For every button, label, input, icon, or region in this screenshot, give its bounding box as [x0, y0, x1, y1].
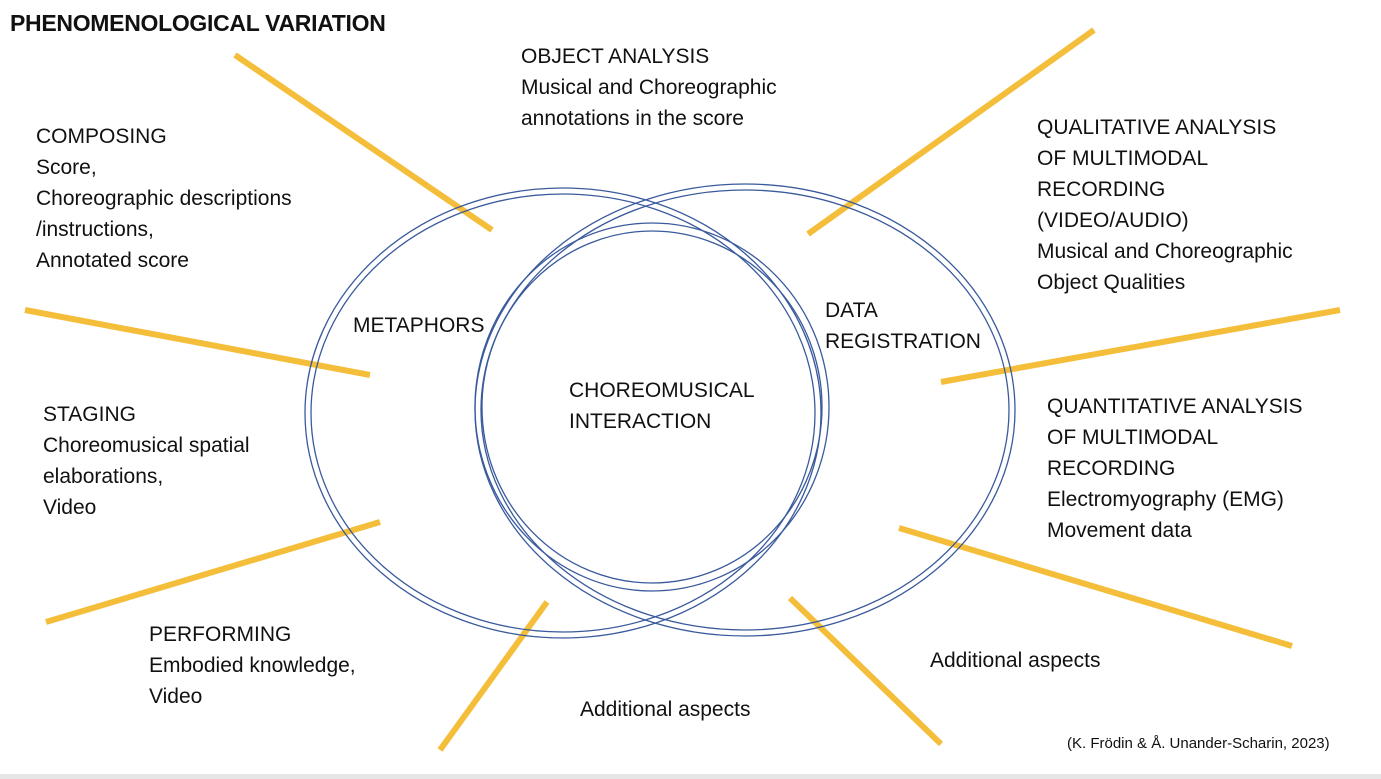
citation: (K. Frödin & Å. Unander-Scharin, 2023) — [1067, 735, 1330, 752]
page-title: PHENOMENOLOGICAL VARIATION — [10, 10, 386, 36]
spoke-additional — [787, 595, 944, 747]
spoke-performing — [437, 600, 550, 752]
spoke-staging — [45, 519, 381, 625]
choreomusical-interaction-label: CHOREOMUSICAL INTERACTION — [569, 379, 755, 433]
object-analysis-text: OBJECT ANALYSIS Musical and Choreographic… — [521, 45, 777, 130]
performing-text: PERFORMING Embodied knowledge, Video — [149, 623, 356, 708]
spoke-object-analysis — [233, 52, 494, 233]
staging-text: STAGING Choreomusical spatial elaborations… — [43, 403, 250, 519]
metaphors-ellipse — [304, 187, 822, 639]
spoke-movement — [898, 525, 1293, 649]
quantitative-analysis-text: QUANTITATIVE ANALYSIS OF MULTIMODAL RECORD… — [1047, 395, 1303, 542]
spoke-quantitative — [940, 307, 1341, 385]
data-registration-label: DATA REGISTRATION — [825, 299, 981, 353]
additional-aspects-right: Additional aspects — [930, 649, 1101, 672]
spoke-composing — [24, 307, 371, 378]
qualitative-analysis-text: QUALITATIVE ANALYSIS OF MULTIMODAL RECORDI… — [1037, 116, 1293, 294]
choreomusical-ellipse — [474, 222, 830, 592]
additional-aspects-bottom: Additional aspects — [580, 698, 751, 721]
metaphors-label: METAPHORS — [353, 314, 485, 337]
spoke-qualitative — [806, 27, 1096, 237]
composing-text: COMPOSING Score, Choreographic description… — [36, 125, 292, 272]
bottom-divider — [0, 774, 1381, 779]
